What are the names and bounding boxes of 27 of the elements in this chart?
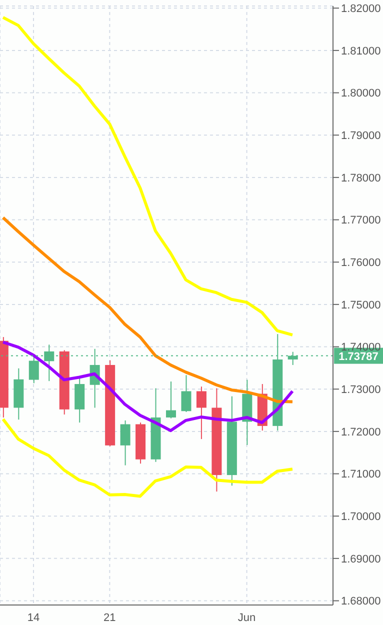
x-tick-label: 14 [27, 612, 40, 624]
y-tick-label: 1.75000 [341, 299, 381, 312]
line-series [2, 216, 294, 404]
y-tick-label: 1.72000 [341, 426, 381, 438]
candlestick [28, 356, 39, 384]
x-tick-label: 21 [104, 612, 116, 624]
candlestick [166, 380, 176, 419]
line-series [2, 16, 294, 336]
y-tick-label: 1.77000 [341, 214, 381, 227]
x-tick-label: Jun [238, 612, 256, 624]
y-tick-label: 1.76000 [341, 257, 381, 270]
y-tick-label: 1.78000 [341, 172, 381, 184]
ref-line-label: 1.73787 [338, 350, 378, 363]
y-tick-label: 1.68000 [341, 596, 381, 608]
candlestick [196, 386, 206, 440]
y-tick-label: 1.69000 [341, 553, 381, 566]
y-tick-label: 1.79000 [341, 130, 381, 142]
candlestick [181, 374, 192, 412]
candlestick [120, 420, 130, 466]
y-tick-label: 1.70000 [341, 511, 381, 524]
y-tick-label: 1.82000 [341, 3, 381, 16]
y-tick-label: 1.81000 [341, 45, 381, 58]
line-series [2, 418, 294, 498]
line-series [2, 340, 294, 432]
y-tick-label: 1.80000 [341, 88, 381, 100]
y-tick-label: 1.73000 [341, 384, 381, 396]
y-tick-label: 1.71000 [341, 468, 381, 481]
